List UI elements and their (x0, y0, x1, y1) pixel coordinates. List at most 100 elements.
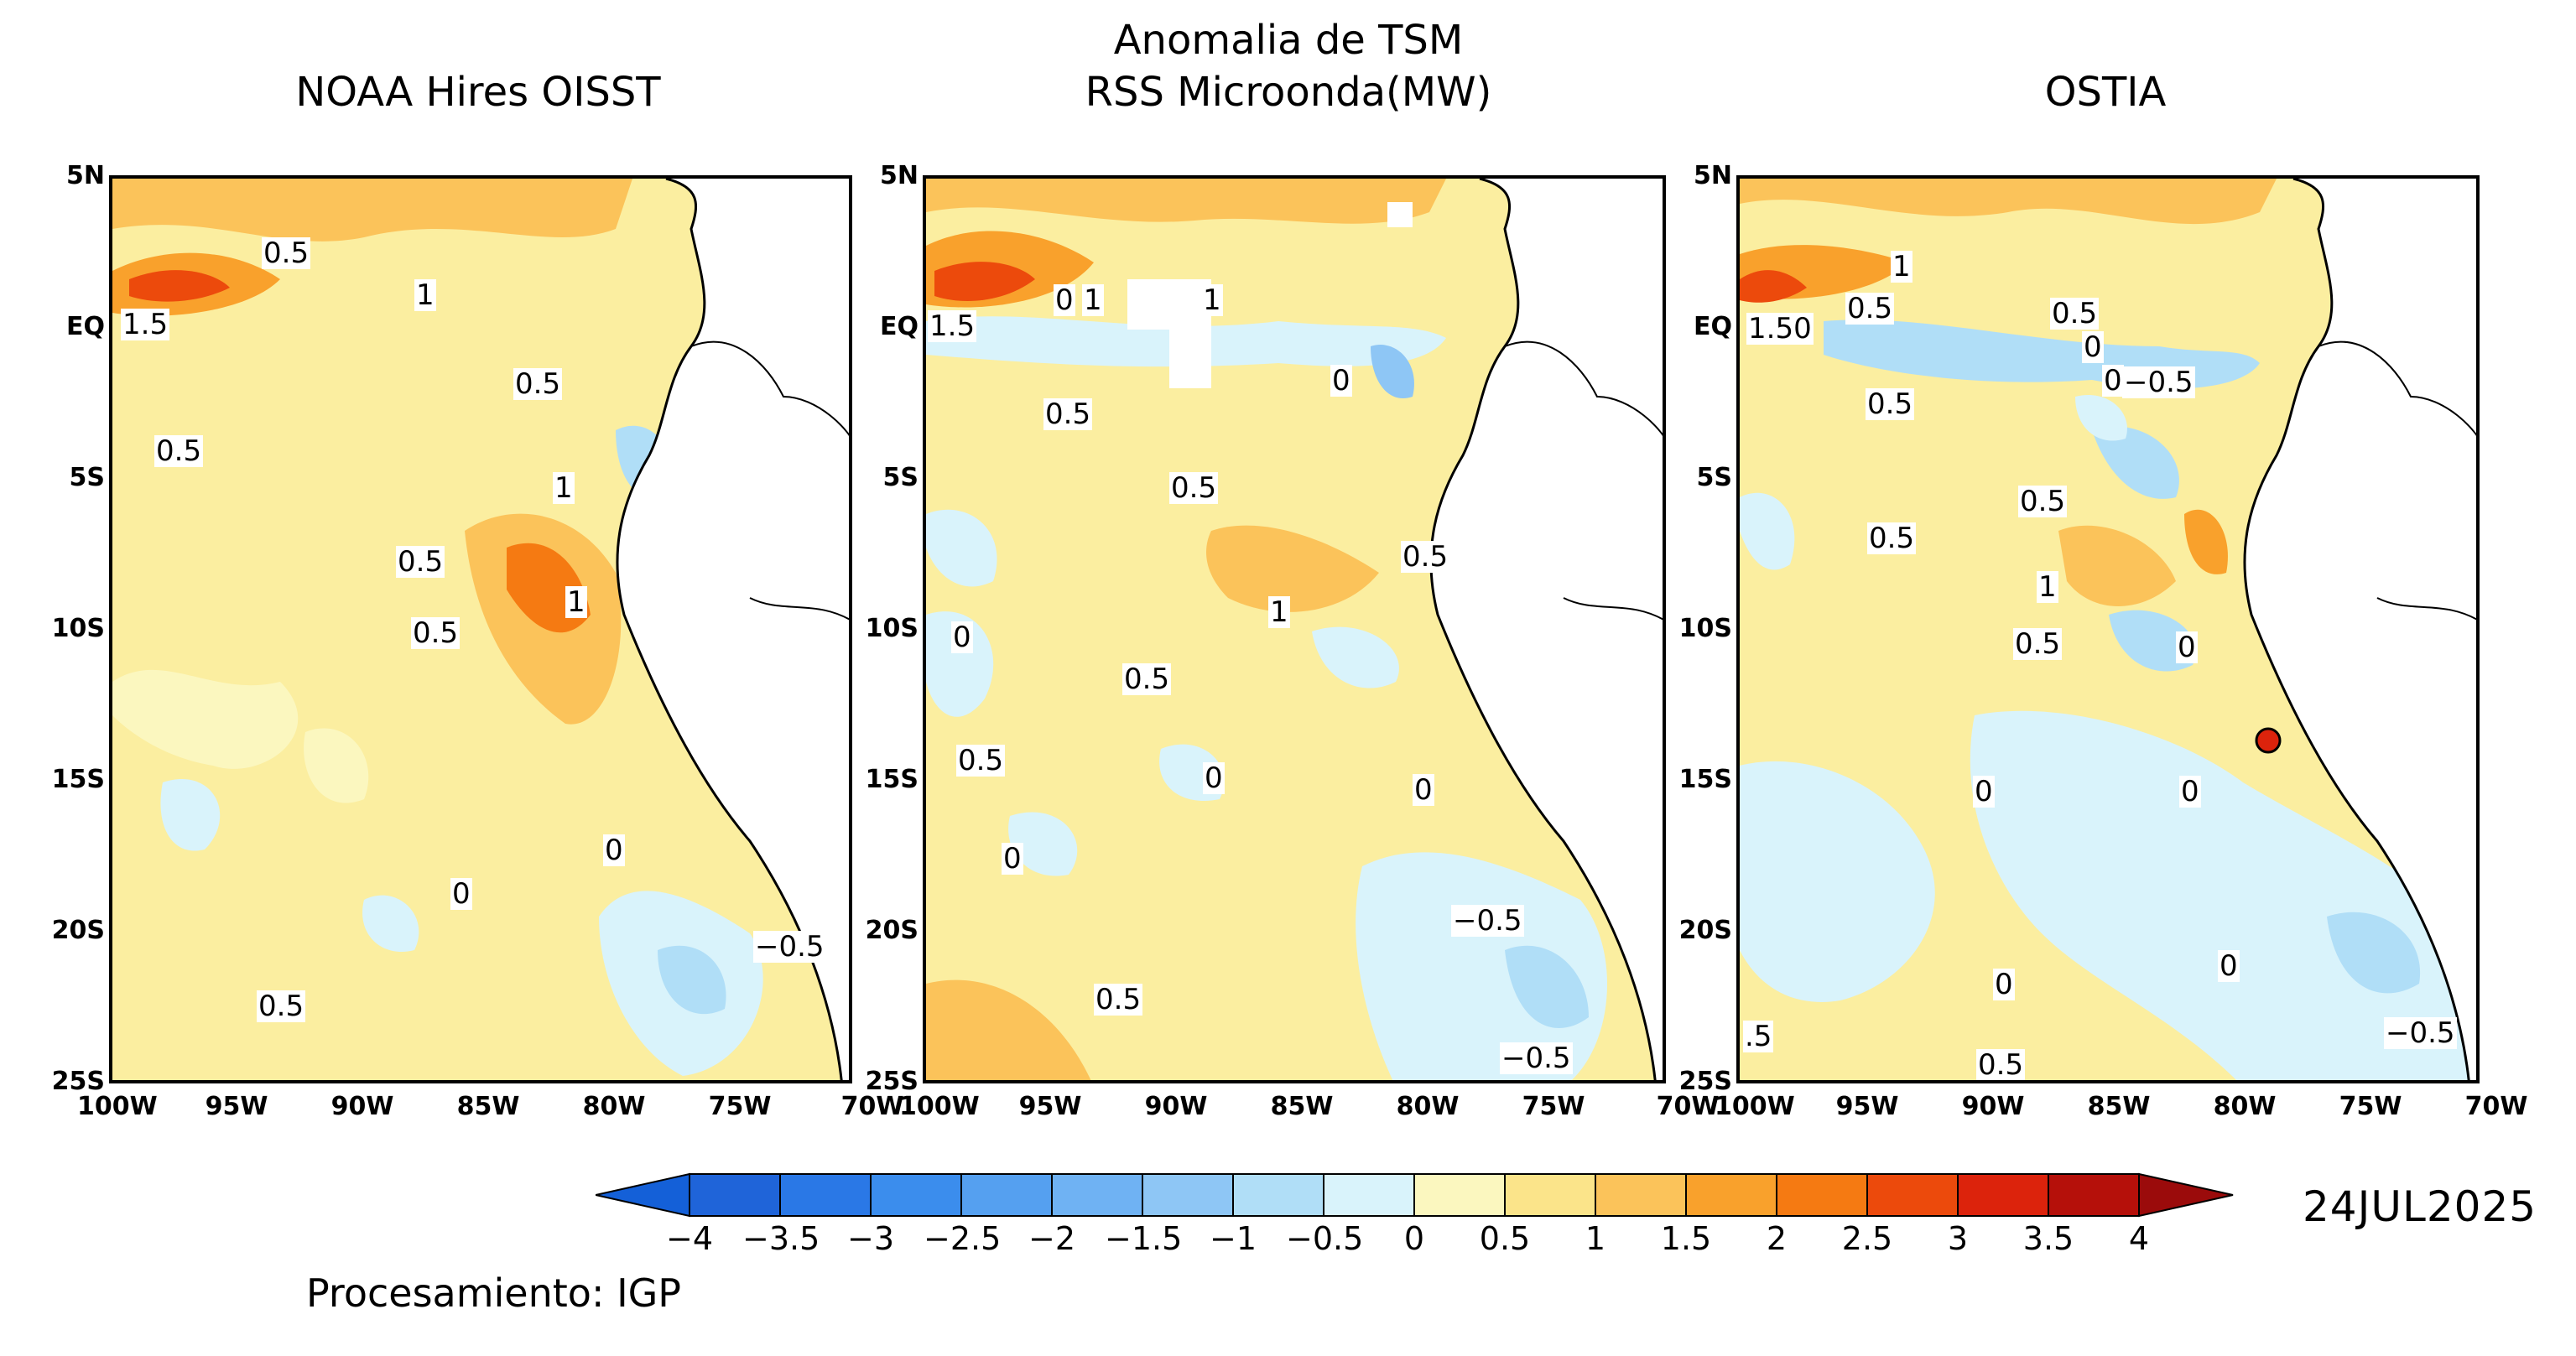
lat-label: EQ (66, 312, 105, 341)
lon-label: 85W (1270, 1092, 1334, 1121)
contour-label: 1.5 (928, 309, 977, 343)
contour-label: 0.5 (1169, 471, 1219, 505)
colorbar-tick-label: −2 (1028, 1220, 1076, 1257)
contour-label: 0 (1330, 364, 1352, 397)
colorbar-tick-label: −0.5 (1286, 1220, 1364, 1257)
contour-label: −0.5 (2384, 1016, 2457, 1050)
lat-label: 20S (865, 916, 919, 945)
lat-label: 10S (865, 614, 919, 643)
contour-label: 1 (1268, 595, 1290, 629)
contour-label: 0.5 (1043, 397, 1093, 431)
contour-label: 0 (2179, 775, 2201, 808)
contour-label: 0.5 (411, 616, 461, 650)
contour-label: 0 (603, 834, 625, 867)
colorbar-cell (1957, 1173, 2049, 1217)
lat-label: 25S (51, 1067, 105, 1096)
colorbar-cell (1051, 1173, 1143, 1217)
colorbar-cell (1413, 1173, 1506, 1217)
colorbar-tick-label: −3.5 (742, 1220, 820, 1257)
colorbar-tick-label: −4 (665, 1220, 714, 1257)
colorbar-tick-label: 3 (1947, 1220, 1969, 1257)
lat-label: 15S (1678, 765, 1732, 794)
colorbar-under-arrow (596, 1172, 690, 1218)
contour-label: 0.5 (396, 545, 445, 579)
contour-label: .5 (1743, 1020, 1774, 1053)
contour-label: 0 (1413, 773, 1434, 807)
contour-label: −0.5 (1500, 1042, 1573, 1075)
colorbar-cell (779, 1173, 872, 1217)
lon-label: 95W (1018, 1092, 1082, 1121)
lon-label: 90W (330, 1092, 394, 1121)
colorbar-tick-label: 2.5 (1841, 1220, 1893, 1257)
lat-label: 15S (51, 765, 105, 794)
contour-label: 0 (2218, 949, 2240, 983)
contour-label: 0.5 (1845, 292, 1895, 325)
lon-label: 75W (708, 1092, 772, 1121)
colorbar-tick-label: 1 (1585, 1220, 1606, 1257)
contour-label: 1.5 (121, 308, 170, 341)
colorbar-tick-label: 2 (1766, 1220, 1788, 1257)
contour-label: 0 (450, 877, 472, 911)
contour-label: 0.5 (2013, 627, 2063, 661)
lon-label: 80W (582, 1092, 646, 1121)
map-panel-oisst: 0.5 1 1.5 0.5 0.5 1 0.5 1 0.5 0 0 −0.5 0… (109, 175, 852, 1083)
lon-label: 75W (2339, 1092, 2402, 1121)
lat-label: 5S (882, 463, 919, 492)
lat-label: EQ (880, 312, 919, 341)
lat-label: 5S (69, 463, 105, 492)
contour-label: 1 (2037, 570, 2058, 604)
contour-label: 0.5 (1866, 387, 1915, 421)
contour-label: 0.5 (1122, 662, 1172, 696)
lon-label: 80W (2213, 1092, 2277, 1121)
contour-label: 0 (2176, 631, 2198, 664)
contour-label: 0.5 (257, 990, 306, 1023)
panel-title-ostia: OSTIA (2044, 69, 2167, 116)
map-panel-ostia: 1.50 0.5 1 0.5 0 0 −0.5 0.5 0.5 0.5 1 0.… (1736, 175, 2480, 1083)
colorbar-cell (1776, 1173, 1868, 1217)
colorbar-cell (1142, 1173, 1234, 1217)
colorbar-tick-label: 1.5 (1660, 1220, 1712, 1257)
colorbar-cell (1685, 1173, 1777, 1217)
colorbar-tick-label: −3 (846, 1220, 895, 1257)
colorbar-tick-label: −1.5 (1105, 1220, 1183, 1257)
lon-label: 95W (1835, 1092, 1899, 1121)
lat-label: 20S (1678, 916, 1732, 945)
contour-label: 0 (2082, 330, 2104, 364)
colorbar-cell (1323, 1173, 1415, 1217)
contour-label: 0 (951, 621, 973, 654)
panel-title-oisst: NOAA Hires OISST (295, 69, 661, 116)
lon-label: 100W (1715, 1092, 1795, 1121)
contour-label: 0.5 (1094, 983, 1143, 1016)
contour-label: 0.5 (1976, 1048, 2026, 1082)
contour-label: 1 (1891, 250, 1912, 283)
contour-label: 0 (1993, 968, 2015, 1001)
colorbar-cell (1232, 1173, 1324, 1217)
contour-label: 1 (414, 278, 436, 312)
contour-label: 0.5 (956, 744, 1006, 777)
contour-label: 0.5 (1401, 540, 1450, 574)
contour-label: 0 (1002, 842, 1023, 875)
contour-label: 0.5 (513, 367, 563, 401)
contour-label: 0 (1054, 283, 1075, 317)
panel-title-rss: RSS Microonda(MW) (1085, 69, 1492, 116)
colorbar-cell (960, 1173, 1053, 1217)
main-title: Anomalia de TSM (1113, 17, 1464, 64)
lat-label: 25S (865, 1067, 919, 1096)
anomaly-field-ostia (1740, 179, 2476, 1080)
lat-label: EQ (1694, 312, 1732, 341)
lat-label: 5N (66, 161, 105, 190)
colorbar-cell (689, 1173, 781, 1217)
contour-label: 0 (1203, 761, 1225, 795)
lat-label: 25S (1678, 1067, 1732, 1096)
lon-label: 70W (840, 1092, 904, 1121)
lon-label: 80W (1396, 1092, 1460, 1121)
lat-label: 5N (1694, 161, 1732, 190)
lat-label: 10S (1678, 614, 1732, 643)
lon-label: 85W (2087, 1092, 2151, 1121)
contour-label: −0.5 (1451, 904, 1524, 938)
contour-label: 0.5 (2018, 485, 2068, 518)
colorbar-cell (1866, 1173, 1959, 1217)
lon-label: 100W (77, 1092, 158, 1121)
anomaly-field-oisst (112, 179, 849, 1080)
lon-label: 85W (456, 1092, 520, 1121)
